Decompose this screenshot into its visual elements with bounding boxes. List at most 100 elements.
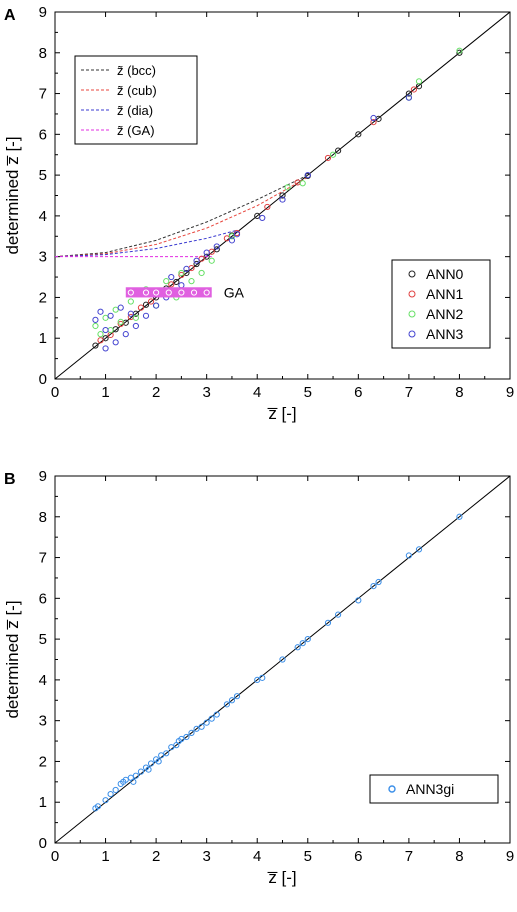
legend-series-label: ANN3	[426, 326, 464, 342]
a-ann3-point	[102, 345, 109, 352]
panel-a-x-label: z̅ [-]	[267, 404, 296, 423]
x-tick-label: 8	[455, 848, 463, 865]
a-ann0-point	[355, 131, 362, 138]
b-ann3gi-point	[355, 597, 362, 604]
b-ann3gi-point	[198, 723, 205, 730]
b-ann3gi-point	[294, 644, 301, 651]
b-ann3gi-point	[259, 674, 266, 681]
x-tick-label: 7	[405, 848, 413, 865]
y-tick-label: 1	[39, 330, 47, 347]
y-tick-label: 9	[39, 4, 47, 21]
a-ann1-point	[147, 298, 155, 305]
panel-a-legend-series: ANN0 ANN1 ANN2 ANN3	[391, 259, 491, 349]
a-ann1-point	[137, 304, 145, 311]
y-tick-label: 7	[39, 86, 47, 103]
a-ann3-point	[92, 316, 99, 323]
panel-b-x-label: z̅ [-]	[267, 868, 296, 887]
x-tick-label: 2	[152, 384, 160, 401]
legend-ann3gi-box	[369, 774, 499, 804]
legend-curve-label: z̃ (GA)	[117, 123, 155, 138]
panel-b: B 0 1 2 3 4 5 6 7 8 9 0 1 2 3 4 5 6 7 8 9 ANN3gi z̅ [-] det…	[3, 468, 514, 887]
a-ann3-point	[304, 172, 311, 179]
panel-a-letter: A	[4, 7, 16, 24]
b-ann3gi-point	[132, 772, 139, 779]
a-ann0-point	[203, 253, 210, 260]
b-ann3gi-point	[254, 676, 261, 683]
a-ann2-point	[132, 314, 139, 321]
legend-curve-label: z̃ (bcc)	[117, 63, 156, 78]
b-ann3gi-point	[279, 656, 286, 663]
ga-point	[153, 289, 160, 296]
x-tick-label: 9	[506, 384, 514, 401]
b-ann3gi-point	[188, 729, 195, 737]
b-ann3gi-point	[203, 719, 210, 726]
a-ann0-point	[122, 319, 129, 326]
x-tick-label: 7	[405, 384, 413, 401]
y-tick-label: 8	[39, 45, 47, 62]
x-tick-label: 5	[304, 384, 312, 401]
a-ann3-point	[132, 322, 139, 330]
a-ann0-point	[279, 192, 286, 199]
b-ann3gi-point	[107, 790, 114, 798]
x-tick-label: 1	[101, 384, 109, 401]
legend-series-marker	[408, 310, 416, 318]
panel-b-legend: ANN3gi	[369, 774, 499, 804]
y-tick-label: 8	[39, 509, 47, 526]
a-ann1-point	[223, 235, 230, 242]
legend-ann3gi-label: ANN3gi	[406, 781, 454, 797]
b-ann3gi-point	[208, 715, 215, 722]
curve-0	[54, 174, 308, 258]
x-tick-label: 1	[101, 848, 109, 865]
b-ann3gi-point	[112, 786, 119, 794]
x-tick-label: 9	[506, 848, 514, 865]
a-ann3-point	[193, 257, 200, 264]
y-tick-label: 6	[39, 590, 47, 607]
ga-label: GA	[224, 284, 245, 300]
a-ann2-point	[228, 233, 236, 240]
ga-band-rect	[125, 287, 212, 298]
curve-1	[54, 176, 309, 258]
x-tick-label: 3	[202, 384, 210, 401]
a-ann2-point	[329, 151, 337, 158]
b-ann3gi-point	[147, 760, 155, 767]
y-tick-label: 9	[39, 468, 47, 485]
y-tick-label: 2	[39, 289, 47, 306]
a-ann1-point	[117, 320, 124, 328]
a-ann3-point	[153, 302, 160, 309]
a-ann0-point	[112, 326, 119, 333]
panel-b-points	[92, 513, 463, 812]
y-tick-label: 4	[39, 208, 47, 225]
x-tick-label: 6	[354, 384, 362, 401]
ga-point	[165, 289, 172, 296]
b-ann3gi-point	[233, 693, 241, 700]
a-ann1-point	[168, 281, 175, 288]
legend-series-label: ANN2	[426, 306, 464, 322]
panel-a-curves	[54, 174, 309, 258]
legend-series-box	[391, 259, 491, 349]
x-tick-label: 4	[253, 848, 261, 865]
a-ann0-point	[405, 90, 412, 97]
a-ann3-point	[127, 310, 134, 317]
a-ann3-point	[142, 312, 150, 319]
a-ann2-point	[208, 257, 215, 264]
a-ann2-point	[456, 47, 463, 54]
b-ann3gi-point	[228, 697, 236, 704]
a-ann3-point	[107, 312, 114, 319]
b-ann3gi-point	[335, 611, 342, 618]
a-ann1-point	[208, 248, 215, 255]
b-ann3gi-point	[155, 758, 162, 765]
a-ann2-point	[163, 278, 170, 285]
panel-a-axes: 0 1 2 3 4 5 6 7 8 9 0 1 2 3 4 5 6 7 8 9	[39, 4, 515, 401]
legend-series-marker	[408, 290, 416, 298]
y-tick-label: 2	[39, 753, 47, 770]
b-ann3gi-point	[102, 797, 109, 804]
a-ann3-point	[233, 231, 241, 238]
a-ann0-point	[335, 147, 342, 154]
a-ann1-point	[97, 337, 104, 344]
a-ann1-point	[188, 264, 195, 272]
b-ann3gi-point	[145, 766, 152, 773]
b-ann3gi-point	[183, 733, 190, 741]
x-tick-label: 5	[304, 848, 312, 865]
a-ann2-point	[284, 184, 291, 191]
a-ann3-point	[213, 243, 220, 250]
